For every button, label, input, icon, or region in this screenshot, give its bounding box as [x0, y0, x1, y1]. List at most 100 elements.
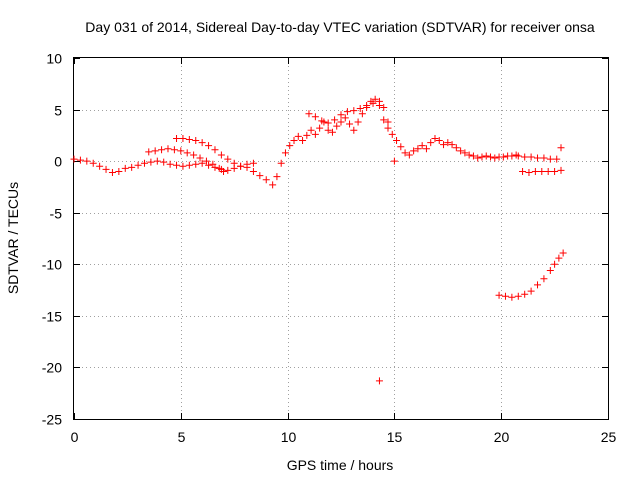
data-point: [546, 155, 554, 163]
data-point: [173, 134, 181, 142]
data-point: [294, 132, 302, 140]
data-point: [358, 110, 366, 118]
data-point: [183, 149, 191, 157]
y-tick-label: -5: [50, 206, 63, 222]
data-point: [173, 161, 181, 169]
data-point: [153, 157, 161, 165]
data-point: [350, 126, 358, 134]
data-point: [307, 126, 315, 134]
data-point: [215, 164, 223, 172]
series-0: [70, 95, 520, 189]
y-tick-label: -10: [42, 257, 62, 273]
data-point: [531, 167, 539, 175]
data-point: [211, 146, 219, 154]
series-7: [375, 144, 565, 385]
x-tick-label: 20: [494, 429, 510, 445]
data-point: [422, 145, 430, 153]
data-point: [331, 116, 339, 124]
x-tick-label: 0: [71, 429, 79, 445]
data-point: [102, 165, 110, 173]
data-point: [192, 160, 200, 168]
x-tick-label: 10: [281, 429, 297, 445]
data-point: [521, 290, 529, 298]
tick-layer: 0 5 10 15 20 25 10 5 0 -5 -10 -15 -20 -25: [42, 51, 617, 446]
data-point: [170, 146, 178, 154]
data-point: [324, 126, 332, 134]
y-tick-label: -15: [42, 309, 62, 325]
y-axis-label: SDTVAR / TECUs: [5, 182, 21, 294]
data-point: [341, 114, 349, 122]
data-point: [230, 159, 238, 167]
y-tick-label: -25: [42, 412, 62, 428]
data-point: [551, 167, 559, 175]
data-point: [418, 142, 426, 150]
data-point: [354, 118, 362, 126]
series-2: [173, 134, 257, 170]
data-point: [519, 167, 527, 175]
data-point: [164, 145, 172, 153]
data-point: [346, 120, 354, 128]
data-point: [269, 181, 277, 189]
data-point: [405, 151, 413, 159]
data-point: [108, 168, 116, 176]
data-point: [220, 167, 228, 175]
data-point: [76, 156, 84, 164]
data-point: [525, 168, 533, 176]
data-point: [501, 292, 509, 300]
data-point: [534, 281, 542, 289]
data-point: [390, 157, 398, 165]
data-point: [452, 144, 460, 152]
data-point: [521, 153, 529, 161]
data-point: [431, 134, 439, 142]
data-point: [380, 116, 388, 124]
data-point: [243, 160, 251, 168]
data-point: [553, 155, 561, 163]
plot-border: [73, 57, 609, 420]
data-point: [401, 149, 409, 157]
data-point: [380, 104, 388, 112]
data-point: [70, 155, 78, 163]
data-point: [546, 266, 554, 274]
y-tick-label: 0: [54, 154, 62, 170]
data-point: [185, 135, 193, 143]
data-point: [343, 108, 351, 116]
data-point: [557, 144, 565, 152]
x-tick-label: 5: [178, 429, 186, 445]
data-point: [499, 153, 507, 161]
data-point: [440, 141, 448, 149]
data-point: [534, 154, 542, 162]
series-3: [305, 97, 392, 127]
points-layer: [70, 95, 567, 385]
data-point: [375, 97, 383, 105]
data-point: [140, 159, 148, 167]
data-point: [256, 172, 264, 180]
data-point: [198, 159, 206, 167]
data-point: [115, 167, 123, 175]
data-point: [397, 143, 405, 151]
data-point: [540, 154, 548, 162]
data-point: [393, 137, 401, 145]
data-point: [205, 161, 213, 169]
data-point: [277, 159, 285, 167]
data-point: [145, 148, 153, 156]
data-point: [262, 176, 270, 184]
data-point: [316, 124, 324, 132]
data-point: [166, 160, 174, 168]
data-point: [544, 167, 552, 175]
data-point: [363, 101, 371, 109]
data-point: [478, 153, 486, 161]
data-point: [286, 142, 294, 150]
data-point: [205, 142, 213, 150]
data-point: [371, 95, 379, 103]
data-point: [491, 154, 499, 162]
x-tick-label: 15: [387, 429, 403, 445]
data-point: [514, 152, 522, 160]
data-point: [435, 137, 443, 145]
data-point: [311, 113, 319, 121]
data-point: [318, 117, 326, 125]
data-point: [465, 151, 473, 159]
data-point: [147, 158, 155, 166]
data-point: [557, 166, 565, 174]
data-point: [375, 377, 383, 385]
